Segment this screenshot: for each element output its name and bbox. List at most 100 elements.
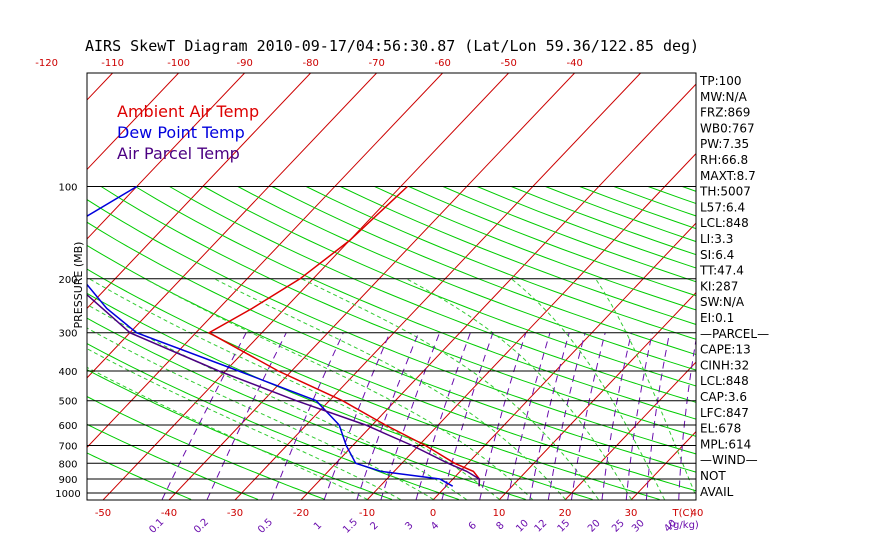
mixing-ratio-line	[356, 332, 420, 500]
moist-adiabat-line	[87, 327, 434, 500]
stability-index: —WIND—	[700, 453, 758, 467]
dry-adiabat-line	[87, 396, 326, 500]
temp-unit-label: T(C)	[672, 508, 694, 519]
dry-adiabat-line	[169, 186, 696, 403]
dry-adiabat-line	[135, 186, 696, 420]
stability-index: PW:7.35	[700, 137, 749, 151]
bottom-temp-tick-label: -40	[161, 508, 177, 519]
mixing-ratio-line	[571, 332, 606, 500]
moist-adiabat-line	[595, 278, 696, 498]
dry-adiabat-line	[87, 199, 696, 455]
stability-index: TT:47.4	[699, 264, 744, 278]
stability-index: CAPE:13	[700, 343, 751, 357]
top-temp-tick-label: -50	[500, 58, 516, 69]
isotherm-line	[87, 73, 245, 240]
isotherm-line	[564, 361, 696, 500]
top-temp-tick-label: -80	[302, 58, 318, 69]
dry-adiabat-line	[87, 244, 696, 492]
mixing-ratio-tick-label: 25	[610, 518, 627, 535]
moist-adiabat-line	[144, 278, 533, 500]
mixing-ratio-line	[645, 332, 671, 500]
legend-entry: Ambient Air Temp	[117, 102, 259, 121]
isotherm-line	[87, 73, 179, 171]
top-temp-tick-label: -40	[566, 58, 582, 69]
pressure-tick-label: 1000	[55, 489, 80, 500]
mixing-ratio-tick-label: 2	[368, 520, 380, 532]
ambient-temp-line	[207, 185, 481, 487]
mixing-ratio-tick-label: 3	[403, 520, 415, 532]
mixing-ratio-line	[271, 332, 344, 500]
moist-adiabat-line	[301, 278, 599, 500]
isotherm-line	[763, 73, 870, 500]
isotherm-line	[0, 73, 47, 500]
mixing-ratio-line	[206, 332, 287, 500]
background-grid	[0, 73, 870, 500]
mixing-ratio-tick-label: 20	[586, 518, 603, 535]
stability-index: CINH:32	[700, 358, 749, 372]
pressure-tick-label: 300	[58, 329, 77, 340]
pressure-tick-label: 600	[58, 421, 77, 432]
dry-adiabat-line	[271, 186, 696, 356]
dry-adiabat-line	[305, 186, 696, 340]
dry-adiabat-line	[340, 186, 696, 325]
pressure-tick-label: 800	[58, 459, 77, 470]
stability-index: SW:N/A	[700, 295, 745, 309]
stability-index: MPL:614	[700, 437, 751, 451]
mixing-ratio-tick-label: 0.1	[147, 517, 166, 536]
top-temp-tick-label: -100	[167, 58, 190, 69]
mixing-ratio-line	[601, 332, 632, 500]
stability-index: CAP:3.6	[700, 390, 747, 404]
stability-index: EL:678	[700, 422, 741, 436]
mixing-ratio-tick-label: 12	[533, 518, 550, 535]
bottom-temp-tick-label: -30	[227, 508, 243, 519]
mixing-ratio-line	[161, 332, 247, 500]
dry-adiabat-line	[87, 369, 393, 500]
stability-index: AVAIL	[700, 485, 734, 499]
dry-adiabat-line	[442, 186, 696, 283]
stability-index: L57:6.4	[700, 200, 745, 214]
plot-frame	[86, 72, 697, 501]
parcel-temp-line	[87, 293, 481, 487]
top-temp-tick-label: -90	[236, 58, 252, 69]
stability-index: EI:0.1	[700, 311, 734, 325]
mixing-ratio-tick-label: 6	[467, 520, 479, 532]
dry-adiabat-line	[87, 317, 526, 500]
dry-adiabat-line	[87, 221, 696, 473]
pressure-tick-label: 100	[58, 183, 77, 194]
mixing-ratio-line	[547, 332, 586, 500]
legend: Ambient Air Temp Dew Point Temp Air Parcel…	[117, 102, 259, 163]
mixing-ratio-tick-label: 1	[312, 520, 324, 532]
mixing-ratio-tick-label: 10	[514, 518, 531, 535]
stability-index: FRZ:869	[700, 106, 750, 120]
stability-index: WB0:767	[700, 121, 755, 135]
stability-index: LCL:848	[700, 374, 749, 388]
moist-adiabat-line	[87, 303, 467, 500]
moist-adiabat-line	[87, 348, 401, 500]
mixing-ratio-line	[507, 332, 551, 500]
isotherm-line	[432, 222, 696, 500]
stability-index: MAXT:8.7	[700, 169, 756, 183]
isotherm-line	[87, 73, 377, 379]
isotherm-line	[102, 73, 509, 500]
mixing-ratio-tick-label: 4	[429, 520, 441, 532]
isotherm-line	[87, 73, 311, 310]
isotherm-line	[87, 73, 113, 101]
dry-adiabat-line	[203, 186, 696, 387]
mixing-ratio-line	[479, 332, 527, 500]
bottom-temp-tick-label: 10	[493, 508, 506, 519]
bottom-temp-tick-label: 40	[691, 508, 704, 519]
mixing-ratio-line	[625, 332, 653, 500]
isotherm-line	[498, 291, 696, 500]
chart-title: AIRS SkewT Diagram 2010-09-17/04:56:30.8…	[85, 37, 699, 55]
stability-index: NOT	[700, 469, 726, 483]
mixing-ratio-tick-label: 30	[630, 518, 647, 535]
moist-adiabat-line	[511, 278, 665, 500]
mixing-ratio-line	[323, 332, 391, 500]
dry-adiabat-line	[87, 268, 660, 500]
mixing-ratio-tick-label: 1.5	[341, 517, 360, 536]
y-axis-title: PRESSURE (MB)	[72, 242, 85, 329]
legend-entry: Air Parcel Temp	[117, 144, 240, 163]
dry-adiabat-line	[87, 423, 259, 500]
